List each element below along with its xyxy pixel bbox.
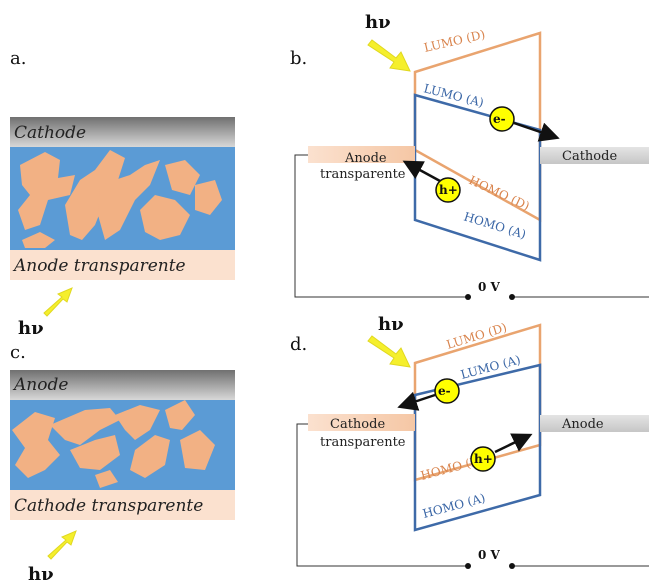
hole-label-b: h+ bbox=[439, 183, 458, 197]
terminal-left-b bbox=[465, 294, 471, 300]
anode-electrode bbox=[540, 415, 649, 432]
cathode-layer bbox=[10, 117, 235, 147]
transparent-cathode-label: Cathode transparente bbox=[14, 496, 203, 516]
hole-b bbox=[435, 177, 461, 203]
electron-arrow-b bbox=[513, 121, 560, 142]
transparent-cathode-layer bbox=[10, 490, 235, 520]
light-arrow-d bbox=[367, 335, 411, 368]
left-electrode-label-2-b: transparente bbox=[320, 167, 406, 182]
hole-d bbox=[470, 446, 496, 472]
electron-label-d: e- bbox=[438, 384, 451, 398]
circuit-wire-left-d bbox=[296, 423, 468, 567]
electron-label-b: e- bbox=[493, 112, 506, 126]
hole-arrow-b bbox=[402, 160, 441, 183]
right-electrode-label-d: Anode bbox=[561, 417, 604, 432]
transparent-anode-label: Anode transparente bbox=[12, 256, 186, 276]
left-electrode-label-2-d: transparente bbox=[320, 435, 406, 450]
terminal-right-d bbox=[509, 563, 515, 569]
voltage-label-b: 0 V bbox=[478, 280, 501, 294]
panel-c-letter: c. bbox=[10, 342, 26, 363]
voltage-label-d: 0 V bbox=[478, 548, 501, 562]
right-electrode-label-b: Cathode bbox=[562, 149, 617, 164]
panel-d-letter: d. bbox=[290, 334, 307, 355]
lumo-d-label-b: LUMO (D) bbox=[423, 27, 487, 55]
terminal-right-b bbox=[509, 294, 515, 300]
hole-label-d: h+ bbox=[474, 452, 493, 466]
hv-label-b: hν bbox=[365, 12, 391, 33]
hole-arrow-d bbox=[494, 433, 533, 454]
panel-a-letter: a. bbox=[10, 48, 26, 69]
left-electrode-label-1-d: Cathode bbox=[330, 417, 385, 432]
homo-d-label-b: HOMO (D) bbox=[467, 173, 532, 213]
panel-a: a. Cathode Anode transparente hν bbox=[10, 48, 235, 339]
electron-b bbox=[489, 106, 515, 132]
hv-label-c: hν bbox=[28, 564, 54, 585]
light-arrow-a bbox=[43, 287, 73, 317]
terminal-left-d bbox=[465, 563, 471, 569]
transparent-anode-electrode bbox=[308, 146, 415, 163]
acceptor-energy-levels-d bbox=[413, 363, 542, 532]
panel-b: b. hν LUMO (D) LUMO (A) HOMO (D) HOMO (A… bbox=[290, 12, 649, 300]
cathode-electrode bbox=[540, 147, 649, 164]
electron-d bbox=[434, 378, 460, 404]
panel-b-letter: b. bbox=[290, 48, 307, 69]
lumo-d-label-d: LUMO (D) bbox=[445, 320, 509, 352]
transparent-cathode-electrode bbox=[308, 414, 415, 431]
light-arrow-b bbox=[367, 39, 411, 72]
anode-layer bbox=[10, 370, 235, 400]
homo-a-label-d: HOMO (A) bbox=[421, 491, 487, 521]
panel-d: d. hν LUMO (D) LUMO (A) HOMO (D) HOMO (A… bbox=[290, 314, 649, 569]
circuit-wire-left-b bbox=[294, 154, 468, 298]
hv-label-a: hν bbox=[18, 318, 44, 339]
electron-arrow-d bbox=[397, 391, 436, 411]
homo-a-label-b: HOMO (A) bbox=[462, 209, 528, 241]
anode-layer-label: Anode bbox=[12, 375, 68, 395]
left-electrode-label-1-b: Anode bbox=[344, 151, 387, 166]
donor-domains bbox=[18, 150, 222, 248]
panel-c: c. Anode Cathode transparente hν bbox=[10, 342, 235, 585]
light-arrow-c bbox=[47, 530, 77, 560]
cathode-layer-label: Cathode bbox=[14, 123, 86, 143]
donor-domains-c bbox=[12, 400, 215, 488]
hv-label-d: hν bbox=[378, 314, 404, 335]
transparent-anode-layer bbox=[10, 250, 235, 280]
